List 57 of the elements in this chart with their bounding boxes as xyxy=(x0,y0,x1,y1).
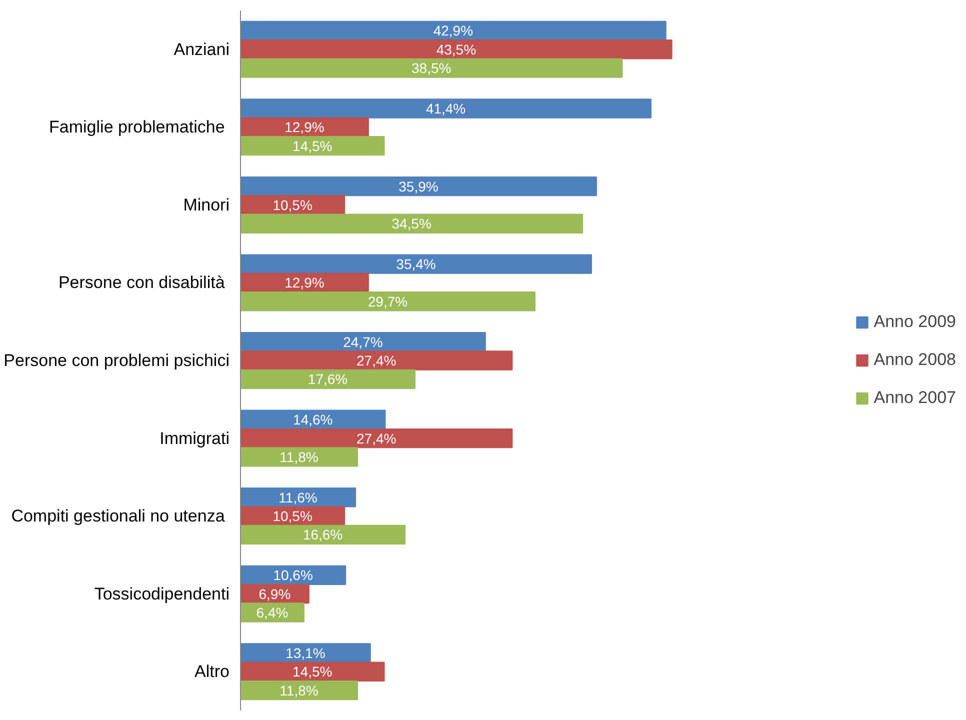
y-tick-label: Anziani xyxy=(174,40,230,59)
legend-label: Anno 2009 xyxy=(874,312,956,332)
data-label: 12,9% xyxy=(284,119,324,136)
y-tick-label: Compiti gestionali no utenza xyxy=(11,506,226,526)
data-label: 6,4% xyxy=(256,604,288,620)
data-label: 34,5% xyxy=(392,216,432,232)
y-tick-label: Tossicodipendenti xyxy=(94,584,230,604)
data-label: 29,7% xyxy=(368,293,408,310)
legend-label: Anno 2007 xyxy=(874,388,956,408)
bar xyxy=(240,292,536,312)
data-label: 27,4% xyxy=(356,352,396,368)
data-label: 24,7% xyxy=(343,334,383,350)
bar xyxy=(240,447,358,467)
data-label: 11,6% xyxy=(278,489,318,506)
y-tick-label: Immigrati xyxy=(160,428,230,448)
data-label: 11,8% xyxy=(280,448,318,465)
bar xyxy=(240,136,385,156)
data-label: 14,5% xyxy=(292,138,332,154)
data-label: 43,5% xyxy=(436,41,476,58)
bar xyxy=(240,350,513,370)
data-label: 17,6% xyxy=(308,371,348,388)
data-label: 35,4% xyxy=(396,256,436,272)
bar xyxy=(240,524,406,545)
y-tick-label: Altro xyxy=(194,662,230,682)
data-label: 14,5% xyxy=(292,664,332,680)
data-label: 10,6% xyxy=(273,567,313,584)
bar xyxy=(240,20,666,41)
data-label: 41,4% xyxy=(426,100,466,116)
data-label: 10,5% xyxy=(272,196,312,213)
data-label: 10,5% xyxy=(272,508,312,524)
data-label: 38,5% xyxy=(412,60,452,76)
y-tick-label: Minori xyxy=(183,195,230,214)
bar xyxy=(240,332,486,352)
bar xyxy=(240,40,672,60)
data-label: 13,1% xyxy=(286,644,326,661)
bar xyxy=(240,98,652,118)
y-tick-label: Persone con problemi psichici xyxy=(4,351,230,370)
bar xyxy=(240,369,416,389)
data-label: 14,6% xyxy=(293,412,333,428)
bar xyxy=(240,428,513,448)
bar xyxy=(240,643,371,663)
data-label: 12,9% xyxy=(284,274,324,291)
data-label: 42,9% xyxy=(433,22,474,39)
data-label: 27,4% xyxy=(356,430,396,446)
y-tick-label: Persone con disabilità xyxy=(58,273,226,292)
bar xyxy=(240,58,623,78)
data-label: 16,6% xyxy=(302,526,343,543)
bar xyxy=(240,254,592,274)
bar xyxy=(240,680,358,700)
bar xyxy=(240,176,597,196)
data-label: 35,9% xyxy=(398,178,438,194)
y-tick-label: Famiglie problematiche xyxy=(49,118,225,137)
data-label: 11,8% xyxy=(280,682,318,698)
data-label: 6,9% xyxy=(258,586,291,602)
legend-label: Anno 2008 xyxy=(874,350,956,370)
bar xyxy=(240,602,304,622)
bar xyxy=(240,214,584,234)
